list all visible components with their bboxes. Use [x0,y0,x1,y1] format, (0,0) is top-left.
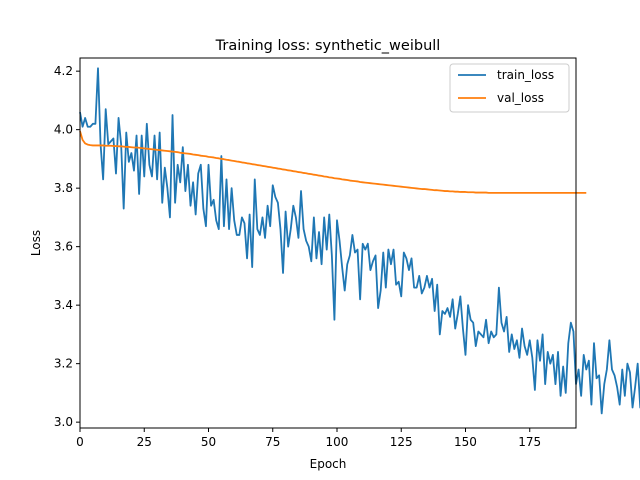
legend-box [449,63,570,113]
legend-label-train-loss: train_loss [497,68,554,82]
y-tick-label: 3.4 [54,298,73,312]
y-axis-ticks: 3.0 3.2 3.4 3.6 3.8 4.0 4.2 [54,64,80,429]
series-line-val-loss [79,130,587,194]
y-tick-label: 3.8 [54,181,73,195]
y-tick-label: 3.2 [54,357,73,371]
series-layer [79,67,640,415]
series-line-train-loss [79,67,640,415]
x-tick-label: 150 [454,435,477,449]
legend: train_loss val_loss [449,63,570,113]
plot-frame [79,57,577,429]
x-tick-label: 125 [390,435,413,449]
x-tick-label: 75 [265,435,280,449]
x-axis-label: Epoch [310,457,347,471]
x-axis-ticks: 0 25 50 75 100 125 150 175 [76,428,541,449]
chart-title: Training loss: synthetic_weibull [215,38,441,54]
x-tick-label: 50 [201,435,216,449]
x-tick-label: 100 [326,435,349,449]
y-tick-label: 3.0 [54,415,73,429]
x-tick-label: 25 [137,435,152,449]
x-tick-label: 175 [518,435,541,449]
y-tick-label: 3.6 [54,240,73,254]
y-axis-label: Loss [29,230,43,256]
plot-area [79,57,640,429]
legend-label-val-loss: val_loss [497,91,544,105]
y-tick-label: 4.2 [54,64,73,78]
x-tick-label: 0 [76,435,84,449]
y-tick-label: 4.0 [54,123,73,137]
